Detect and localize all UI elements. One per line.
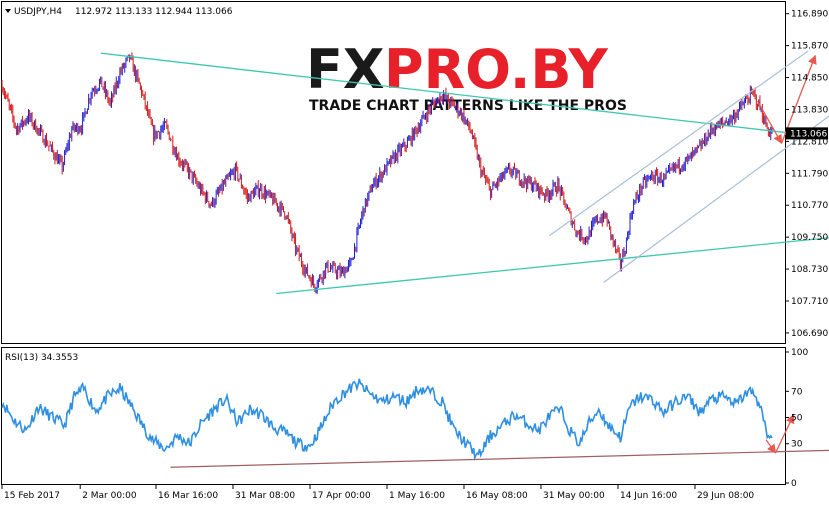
time-tick-label: 16 May 08:00 [466,491,528,501]
time-axis: 15 Feb 2017 2 Mar 00:00 16 Mar 16:00 31 Mar… [1,485,754,501]
rsi-forecast-arrow [774,414,795,454]
price-badge-text: 113.066 [790,129,827,139]
rsi-tick-label: 0 [791,479,797,489]
time-tick-label: 29 Jun 08:00 [697,491,754,501]
time-tick-label: 15 Feb 2017 [4,491,60,501]
price-annotations [100,50,829,295]
rsi-title: RSI(13) 34.3553 [5,353,78,363]
price-tick-label: 112.810 [791,137,828,147]
time-tick-label: 2 Mar 00:00 [82,491,137,501]
chart-header: USDJPY,H4 112.972 113.133 112.944 113.06… [5,7,233,17]
forecast-arrow [756,100,783,145]
rsi-line [1,378,773,462]
trendline [276,237,829,295]
channel-line [549,50,809,237]
dropdown-triangle-icon[interactable] [5,9,11,13]
price-axis: 116.890 115.870 114.850 113.830 112.810 111.7… [785,10,828,339]
symbol-label: USDJPY,H4 [14,7,62,17]
rsi-tick-label: 30 [791,440,803,450]
price-tick-label: 113.830 [791,105,828,115]
trendline [100,52,811,137]
ohlc-values: 112.972 113.133 112.944 113.066 [75,7,233,17]
price-tick-label: 106.690 [791,329,828,339]
watermark-brand-a: FX [306,38,385,101]
channel-line [603,115,829,284]
time-tick-label: 16 Mar 16:00 [158,491,218,501]
watermark: FX PRO.BY TRADE CHART PATTERNS LIKE THE … [306,38,627,114]
price-tick-label: 109.750 [791,233,828,243]
price-badge-bg [786,127,828,140]
watermark-brand-b: PRO.BY [384,38,609,101]
current-price-badge: 113.066 [786,127,828,140]
price-tick-label: 115.870 [791,42,828,52]
watermark-tagline: TRADE CHART PATTERNS LIKE THE PROS [309,98,627,114]
rsi-annotations [170,414,829,468]
price-series-layer [1,52,773,294]
rsi-tick-label: 70 [791,387,803,397]
rsi-series-layer [1,378,773,462]
price-tick-label: 111.790 [791,169,828,179]
price-tick-label: 108.730 [791,265,828,275]
rsi-tick-label: 100 [791,348,808,358]
rsi-support-line [170,449,829,468]
price-tick-label: 110.770 [791,201,828,211]
time-tick-label: 14 Jun 16:00 [620,491,677,501]
time-tick-label: 31 May 00:00 [543,491,605,501]
rsi-axis: 100 70 50 30 0 [785,348,808,489]
rsi-panel-frame [1,347,786,485]
time-tick-label: 17 Apr 00:00 [312,491,371,501]
time-tick-label: 31 Mar 08:00 [235,491,295,501]
rsi-forecast-arrow [765,439,777,454]
price-tick-label: 107.710 [791,297,828,307]
time-tick-label: 1 May 16:00 [389,491,445,501]
price-tick-label: 116.890 [791,10,828,20]
rsi-tick-label: 50 [791,414,803,424]
price-tick-label: 114.850 [791,74,828,84]
